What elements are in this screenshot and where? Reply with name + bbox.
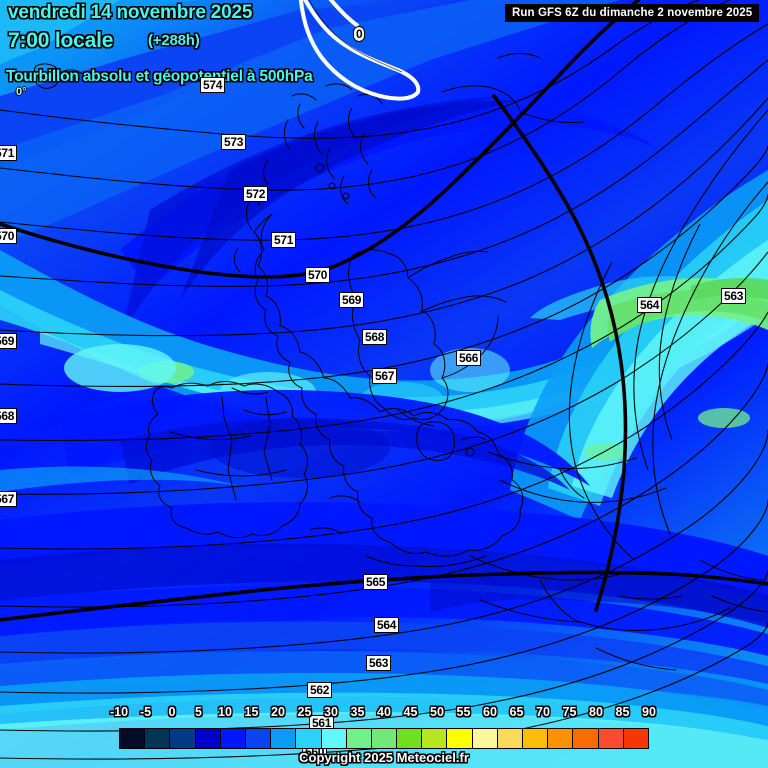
legend-tick: 0 xyxy=(168,705,176,719)
forecast-time: 7:00 locale xyxy=(8,29,114,52)
legend-swatch xyxy=(271,729,297,748)
legend-tick: 45 xyxy=(403,705,418,719)
legend-tick: 65 xyxy=(509,705,524,719)
legend-swatch xyxy=(371,729,398,748)
zero-contour-label: 0 xyxy=(353,26,366,42)
forecast-date: vendredi 14 novembre 2025 xyxy=(8,2,253,23)
legend-swatch xyxy=(296,729,322,748)
zero-contour-label: 0° xyxy=(16,86,27,98)
legend-tick: 25 xyxy=(297,705,312,719)
geopotential-contour-label: 561 xyxy=(309,715,335,731)
geopotential-contour-label: 571 xyxy=(0,145,18,161)
legend-swatch xyxy=(598,729,624,748)
legend-tick: 80 xyxy=(589,705,603,719)
geopotential-contour-label: 563 xyxy=(721,288,747,304)
legend-tick: 20 xyxy=(271,705,285,719)
geopotential-contour-label: 572 xyxy=(243,186,269,202)
geopotential-contour-label: 564 xyxy=(374,617,400,633)
legend-tick: 30 xyxy=(324,705,338,719)
geopotential-contour-label: 568 xyxy=(362,329,388,345)
legend-tick: -5 xyxy=(139,705,152,719)
legend-swatch xyxy=(245,729,272,748)
geopotential-contour-label: 570 xyxy=(0,228,18,244)
legend-swatch xyxy=(497,729,523,748)
legend-swatch xyxy=(321,729,347,748)
legend-tick: 55 xyxy=(456,705,471,719)
legend-tick: 60 xyxy=(483,705,497,719)
legend-swatch xyxy=(472,729,498,748)
legend-tick-labels: -10 -5 0 5 10 15 20 25 30 35 40 45 50 55 60 65 70 75 80 85 9… xyxy=(0,705,768,723)
geopotential-contour-label: 563 xyxy=(366,655,392,671)
legend-swatch xyxy=(120,729,146,748)
legend-swatch xyxy=(447,729,473,748)
legend-color-bar xyxy=(119,728,649,749)
geopotential-contour-label: 565 xyxy=(363,574,389,590)
legend-swatch xyxy=(397,729,423,748)
legend-tick: 15 xyxy=(244,705,259,719)
legend-tick: 5 xyxy=(195,705,202,719)
legend-swatch xyxy=(523,729,549,748)
parameter-title: Tourbillon absolu et géopotentiel à 500h… xyxy=(6,68,313,85)
legend-swatch xyxy=(623,729,648,748)
geopotential-contour-label: 567 xyxy=(372,368,398,384)
geopotential-contour-label: 562 xyxy=(307,682,333,698)
legend-tick: 40 xyxy=(377,705,391,719)
geopotential-contour-label: 569 xyxy=(339,292,365,308)
color-scale-legend: -10 -5 0 5 10 15 20 25 30 35 40 45 50 55 60 65 70 75 80 85 9… xyxy=(0,705,768,768)
forecast-lead-time: (+288h) xyxy=(148,32,200,49)
legend-swatch xyxy=(220,729,246,748)
legend-tick: 50 xyxy=(430,705,444,719)
legend-swatch xyxy=(422,729,448,748)
legend-tick: 70 xyxy=(536,705,550,719)
legend-swatch xyxy=(573,729,599,748)
legend-tick: -10 xyxy=(109,705,129,719)
geopotential-contour-label: 568 xyxy=(0,408,18,424)
legend-swatch xyxy=(346,729,372,748)
legend-swatch xyxy=(195,729,221,748)
legend-tick: 85 xyxy=(615,705,630,719)
legend-swatch xyxy=(170,729,196,748)
legend-swatch xyxy=(548,729,574,748)
geopotential-contour-label: 574 xyxy=(200,77,226,93)
model-run-label: Run GFS 6Z du dimanche 2 novembre 2025 xyxy=(505,4,760,22)
geopotential-contour-label: 573 xyxy=(221,134,247,150)
legend-tick: 10 xyxy=(218,705,232,719)
legend-tick: 35 xyxy=(350,705,365,719)
geopotential-contour-label: 564 xyxy=(637,297,663,313)
legend-swatch xyxy=(145,729,171,748)
legend-tick: 90 xyxy=(642,705,656,719)
geopotential-contour-label: 567 xyxy=(0,491,18,507)
geopotential-contour-label: 570 xyxy=(305,267,331,283)
copyright-notice: Copyright 2025 Meteociel.fr xyxy=(299,750,469,765)
geopotential-contour-label: 571 xyxy=(271,232,297,248)
geopotential-contour-label: 566 xyxy=(456,350,482,366)
legend-tick: 75 xyxy=(562,705,577,719)
geopotential-contour-label: 569 xyxy=(0,333,18,349)
